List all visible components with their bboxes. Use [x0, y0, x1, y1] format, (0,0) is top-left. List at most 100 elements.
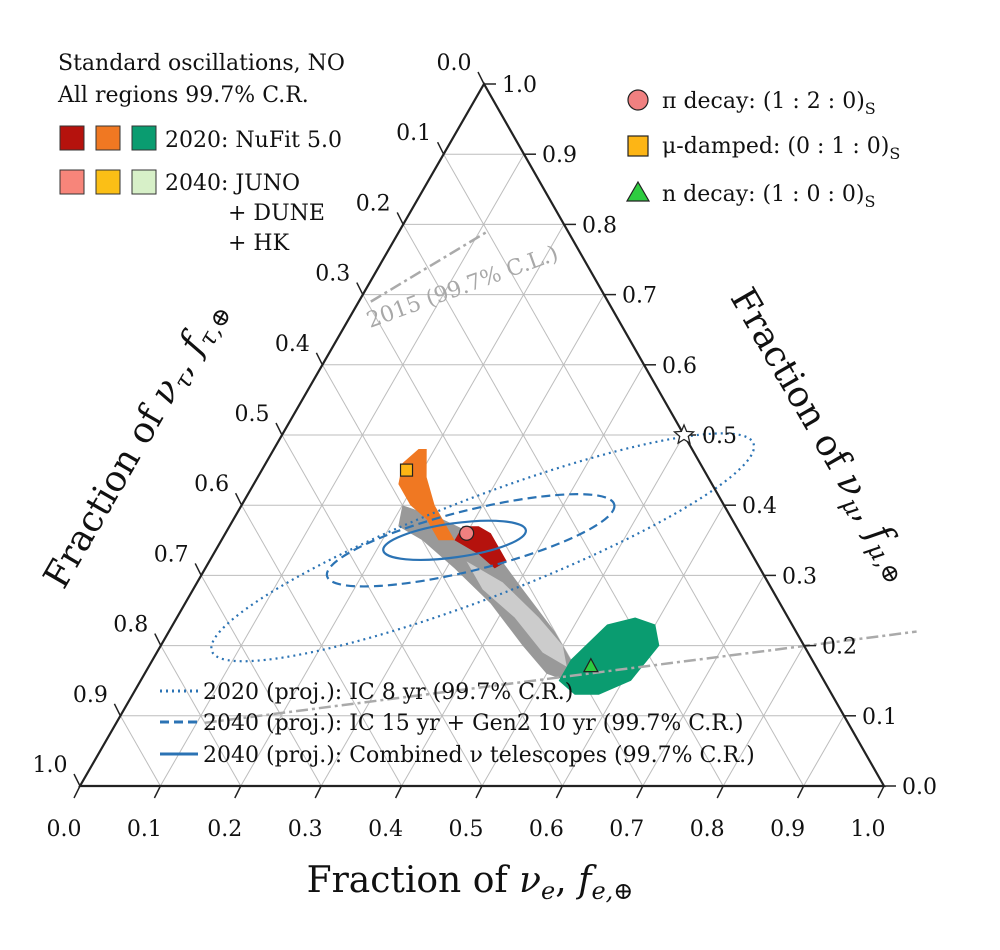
left-axis-title: Fraction of ντ, fτ,⊕: [36, 293, 237, 597]
star-marker: [672, 423, 696, 445]
tick-left: [234, 492, 243, 506]
grid-line-fe: [642, 575, 765, 787]
tick-bottom: [314, 785, 322, 799]
grid-line-ftau: [281, 434, 483, 787]
tick-label-right: 0.9: [542, 143, 577, 168]
grid-line-fe: [159, 153, 525, 787]
tick-label-bottom: 0.6: [529, 817, 564, 842]
tick-bottom: [555, 785, 564, 799]
tick-label-bottom: 0.2: [207, 817, 242, 842]
contour-ic-gen2: [325, 493, 616, 588]
tick-left: [73, 773, 81, 787]
legend-swatch-2020-orange: [95, 125, 121, 151]
tick-label-right: 0.3: [782, 564, 817, 589]
grid-line-ftau: [119, 715, 161, 787]
title-line-1: Standard oscillations, NO: [58, 51, 345, 76]
tick-label-left: 0.0: [437, 51, 472, 76]
tick-bottom: [877, 785, 885, 799]
grid-line-ftau: [443, 153, 805, 787]
grid-line-fe: [722, 645, 805, 787]
legend-swatch-2020-green: [131, 125, 157, 151]
title-line-2: All regions 99.7% C.R.: [57, 83, 309, 108]
ic-legend-label-dashed: 2040 (proj.): IC 15 yr + Gen2 10 yr (99.…: [203, 711, 743, 736]
ic-legend-label-dotted: 2020 (proj.): IC 8 yr (99.7% C.R.): [203, 680, 573, 705]
bottom-axis-title-main: Fraction of: [307, 860, 520, 901]
tick-label-left: 0.9: [73, 683, 108, 708]
legend-swatch-2020-red: [59, 125, 85, 151]
tick-bottom: [796, 785, 805, 799]
legend-mu-damped-label: μ-damped: (0 : 1 : 0)S: [662, 134, 900, 163]
legend-pi-decay-icon: [627, 89, 649, 111]
legend-label-2040-line3: + HK: [228, 231, 290, 256]
right-axis-title: Fraction of νμ, fμ,⊕: [718, 281, 922, 589]
tick-label-left: 1.0: [33, 753, 68, 778]
tick-bottom: [153, 785, 162, 799]
legend-label-2020: 2020: NuFit 5.0: [165, 128, 342, 153]
legend-mu-damped-icon: [627, 135, 649, 157]
n-decay-marker: [582, 657, 599, 673]
regions: [398, 449, 660, 695]
legend-pi-decay-label: π decay: (1 : 2 : 0)S: [662, 89, 876, 118]
tick-label-left: 0.6: [194, 472, 229, 497]
tick-left: [436, 141, 445, 155]
tick-label-left: 0.2: [356, 191, 391, 216]
tick-label-right: 0.2: [822, 635, 857, 660]
legend-swatch-2040-green: [131, 169, 157, 195]
tick-label-bottom: 0.4: [368, 817, 403, 842]
tick-bottom: [475, 785, 483, 799]
legend-n-decay-label: n decay: (1 : 0 : 0)S: [662, 182, 875, 211]
mu-damped-marker: [399, 463, 414, 477]
grid: [119, 153, 845, 787]
tick-label-left: 0.7: [154, 542, 189, 567]
tick-label-right: 0.6: [662, 354, 697, 379]
tick-label-right: 0.8: [582, 213, 617, 238]
region-2040-grey-band: [466, 561, 567, 667]
pi-decay-marker: [459, 525, 475, 541]
tick-label-bottom: 0.3: [288, 817, 323, 842]
grid-line-ftau: [241, 504, 403, 787]
tick-left: [275, 422, 283, 436]
legend-n-decay-icon: [625, 180, 651, 202]
tick-label-bottom: 0.8: [690, 817, 725, 842]
markers: [399, 423, 696, 673]
tick-bottom: [234, 785, 242, 799]
bottom-axis-title: Fraction of νe, fe,⊕: [307, 860, 634, 905]
legend-label-2040-line2: + DUNE: [228, 201, 325, 226]
legend-swatch-2040-orange: [95, 169, 121, 195]
tick-label-left: 0.4: [275, 332, 310, 357]
tick-label-left: 0.1: [396, 121, 431, 146]
tick-label-left: 0.5: [235, 402, 270, 427]
tick-bottom: [636, 785, 644, 799]
region-2020-grey-band: [398, 505, 571, 681]
grid-line-fe: [481, 434, 685, 787]
legend-swatch-2040-red: [59, 169, 85, 195]
grid-line-ftau: [160, 645, 242, 787]
contours: [204, 230, 917, 725]
tick-bottom: [716, 785, 724, 799]
tick-label-bottom: 1.0: [851, 817, 886, 842]
legend-label-2040-line1: 2040: JUNO: [165, 171, 300, 196]
ic-legend-label-solid: 2040 (proj.): Combined ν telescopes (99.…: [203, 743, 755, 768]
tick-left: [154, 633, 162, 646]
tick-label-bottom: 0.0: [47, 817, 82, 842]
contour-combined: [382, 519, 527, 561]
tick-label-right: 0.0: [902, 775, 937, 800]
tick-label-left: 0.8: [113, 613, 148, 638]
tick-left: [356, 282, 364, 295]
tick-left: [315, 352, 324, 366]
tick-label-bottom: 0.7: [609, 817, 644, 842]
tick-label-bottom: 0.1: [127, 817, 162, 842]
tick-left: [113, 703, 122, 717]
tick-label-bottom: 0.9: [770, 817, 805, 842]
tick-label-right: 0.4: [742, 494, 777, 519]
tick-bottom: [73, 785, 81, 799]
grid-line-fe: [803, 715, 845, 787]
tick-label-bottom: 0.5: [449, 817, 484, 842]
tick-left: [396, 212, 404, 225]
contour-ic-8yr: [210, 432, 756, 663]
grid-line-ftau: [200, 575, 322, 787]
line-2015-lower: [204, 630, 917, 725]
tick-label-right: 0.1: [862, 705, 897, 730]
tick-label-right: 0.7: [622, 284, 657, 309]
